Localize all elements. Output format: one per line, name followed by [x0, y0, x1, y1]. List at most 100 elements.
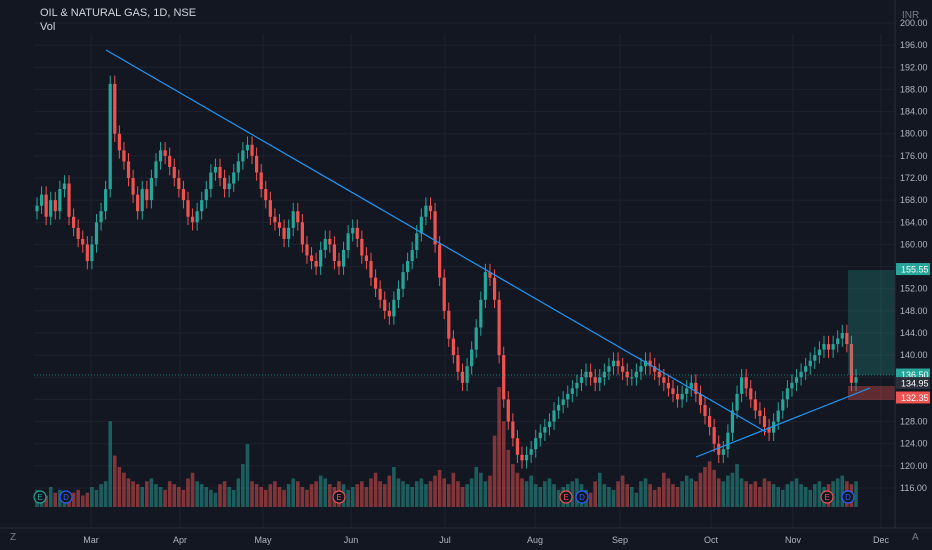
volume-bar: [671, 484, 675, 507]
volume-bar: [785, 484, 790, 507]
volume-bar: [53, 492, 58, 507]
event-marker-icon[interactable]: [559, 490, 573, 504]
long-position-stop-zone[interactable]: [848, 386, 895, 400]
candle-body: [232, 172, 236, 184]
candle-body: [259, 172, 263, 190]
y-tick-label: 176.00: [900, 151, 928, 161]
candle-body: [616, 360, 620, 367]
candle-body: [474, 327, 478, 350]
volume-bar: [465, 484, 469, 507]
volume-bar: [387, 475, 392, 507]
volume-bar: [675, 487, 680, 507]
volume-bar: [346, 489, 350, 507]
candle-body: [268, 200, 272, 217]
event-marker-letter: D: [579, 493, 585, 502]
candle-body: [62, 183, 67, 190]
descending-trendline[interactable]: [105, 49, 767, 433]
candle-body: [730, 410, 735, 433]
long-position-target-zone[interactable]: [848, 270, 895, 375]
volume-bar: [835, 478, 840, 507]
event-marker-icon[interactable]: [841, 490, 855, 504]
candle-body: [534, 438, 538, 450]
volume-bar: [131, 481, 135, 507]
volume-bar: [392, 467, 396, 507]
volume-bar: [103, 481, 108, 507]
candle-body: [556, 404, 561, 411]
volume-bar: [680, 481, 684, 507]
candle-body: [438, 244, 442, 278]
event-marker-letter: D: [63, 493, 69, 502]
candle-body: [122, 150, 126, 162]
candle-body: [236, 161, 240, 173]
volume-bar: [776, 487, 781, 507]
candle-body: [355, 227, 359, 239]
volume-bar: [643, 478, 648, 507]
time-axis[interactable]: Mar Apr May Jun Jul Aug Sep Oct Nov Dec: [0, 527, 932, 545]
event-marker-icon[interactable]: [33, 490, 47, 504]
auto-scale-button[interactable]: A: [912, 532, 919, 543]
candle-body: [314, 261, 318, 267]
candle-body: [273, 216, 277, 223]
ascending-trendline[interactable]: [695, 387, 871, 458]
volume-bar: [538, 487, 543, 507]
volume-bar: [657, 487, 662, 507]
event-marker-icon[interactable]: [332, 490, 346, 504]
volume-bar: [698, 472, 703, 507]
candle-body: [694, 382, 698, 394]
candle-body: [264, 189, 268, 201]
volume-bar: [716, 478, 721, 507]
volume-bar: [748, 484, 753, 507]
candle-body: [566, 393, 570, 400]
event-marker-icon[interactable]: [575, 490, 589, 504]
candle-body: [140, 189, 144, 212]
volume-bar: [520, 478, 524, 507]
volume-bar: [350, 487, 355, 507]
candle-body: [415, 233, 419, 250]
volume-bar: [593, 481, 598, 507]
volume-bar: [652, 489, 657, 507]
price-tag-label: 134.95: [901, 379, 929, 389]
candle-body: [511, 421, 515, 439]
candle-body: [49, 200, 53, 217]
volume-bar: [195, 481, 199, 507]
event-marker-icon[interactable]: [59, 490, 73, 504]
candle-body: [309, 255, 314, 262]
price-tag-label: 155.55: [901, 265, 929, 275]
volume-bar: [813, 484, 817, 507]
event-marker-letter: E: [37, 493, 42, 502]
timezone-icon[interactable]: Z: [10, 532, 17, 543]
candle-body: [282, 227, 286, 239]
event-marker-icon[interactable]: [820, 490, 834, 504]
volume-bar: [218, 484, 222, 507]
volume-bar: [328, 484, 332, 507]
volume-bar: [378, 481, 382, 507]
volume-bar: [76, 489, 80, 507]
candle-body: [657, 371, 661, 378]
volume-bar: [634, 492, 639, 507]
volume-bar: [442, 478, 447, 507]
x-tick-label: Aug: [527, 535, 543, 545]
volume-bar: [707, 461, 712, 507]
candle-body: [163, 150, 167, 156]
volume-legend: Vol: [40, 21, 56, 33]
candle-body: [378, 288, 382, 300]
candle-body: [410, 249, 414, 262]
candle-body: [465, 366, 469, 383]
candle-body: [94, 222, 99, 245]
candle-body: [387, 310, 391, 317]
volume-bar: [99, 484, 103, 507]
volume-bar: [158, 487, 163, 507]
candle-body: [630, 377, 634, 379]
volume-bar: [428, 481, 433, 507]
candle-body: [643, 360, 648, 367]
candle-body: [255, 155, 259, 173]
candle-body: [543, 427, 547, 433]
price-tag: [896, 263, 930, 276]
candle-body: [849, 344, 854, 383]
candle-body: [707, 416, 712, 428]
y-tick-label: 184.00: [900, 107, 928, 117]
volume-bar: [360, 481, 364, 507]
